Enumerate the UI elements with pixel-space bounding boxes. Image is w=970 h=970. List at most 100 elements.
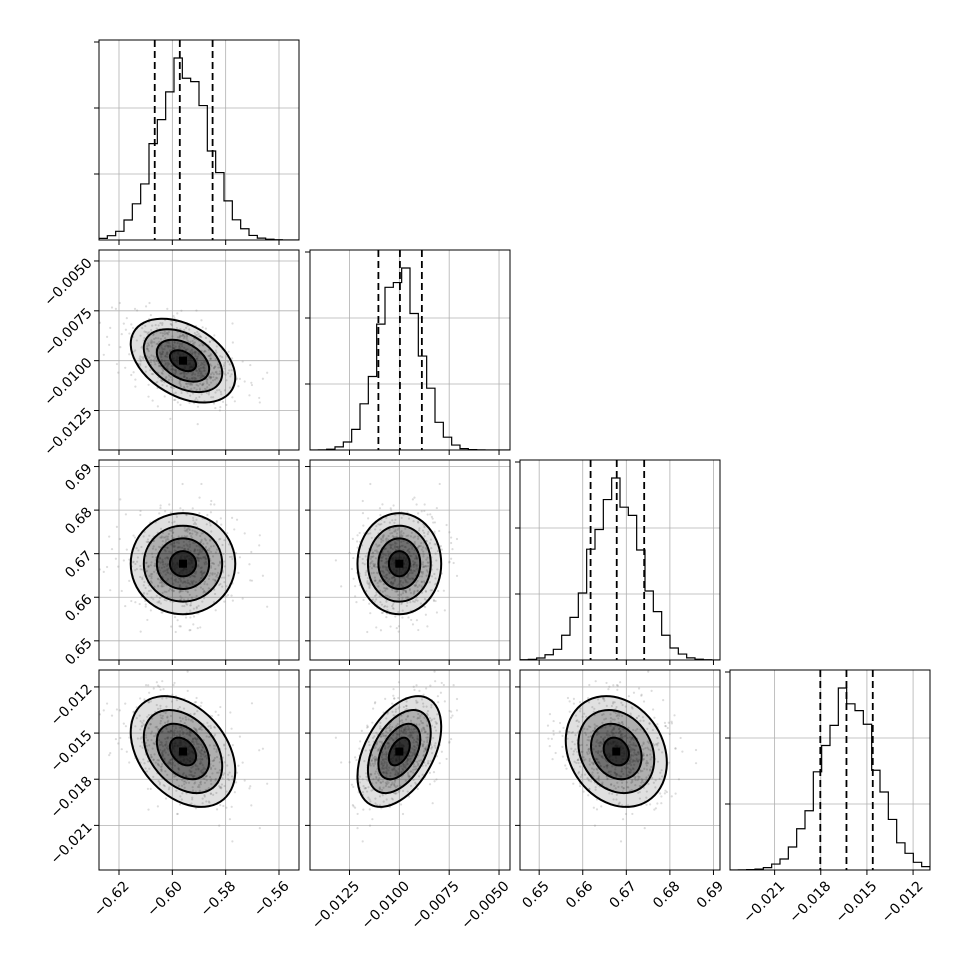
sample-point <box>231 557 234 561</box>
sample-point <box>203 795 206 798</box>
sample-point <box>185 337 188 340</box>
sample-point <box>191 352 194 356</box>
sample-point <box>570 731 573 734</box>
sample-point <box>148 331 151 334</box>
sample-point <box>609 713 612 716</box>
sample-point <box>183 346 186 349</box>
sample-point <box>180 546 184 549</box>
sample-point <box>170 757 174 761</box>
sample-point <box>202 768 205 771</box>
sample-point <box>198 545 201 548</box>
sample-point <box>161 754 165 757</box>
sample-point <box>199 550 202 553</box>
sample-point <box>162 783 165 787</box>
sample-point <box>261 747 265 750</box>
sample-point <box>139 334 142 337</box>
sample-point <box>219 562 222 565</box>
sample-point <box>185 372 188 375</box>
sample-point <box>160 716 163 719</box>
sample-point <box>158 781 162 784</box>
sample-point <box>193 549 196 553</box>
sample-point <box>421 561 425 564</box>
contour-level-3 <box>356 695 443 808</box>
sample-point <box>381 611 384 614</box>
sample-point <box>200 393 203 396</box>
sample-point <box>199 755 203 758</box>
panel-3-2: 0.65 0.66 0.67 0.68 0.69 <box>515 669 727 912</box>
sample-point <box>209 511 213 514</box>
sample-point <box>417 546 420 549</box>
sample-point <box>150 345 154 348</box>
sample-point <box>389 544 392 547</box>
sample-point <box>141 552 144 555</box>
sample-point <box>169 731 172 734</box>
sample-point <box>157 560 160 563</box>
panel-content <box>334 482 459 634</box>
sample-point <box>406 759 409 762</box>
sample-point <box>650 689 653 692</box>
sample-point <box>405 604 408 607</box>
sample-point <box>152 758 155 761</box>
sample-point <box>193 351 196 354</box>
sample-point <box>201 758 204 761</box>
sample-point <box>178 585 181 588</box>
sample-point <box>212 562 216 565</box>
sample-point <box>384 697 387 701</box>
sample-point <box>180 372 183 375</box>
sample-point <box>184 326 188 329</box>
sample-point <box>419 544 422 548</box>
sample-point <box>179 403 182 406</box>
sample-point <box>391 588 394 591</box>
sample-point <box>393 697 396 700</box>
sample-point <box>355 601 358 604</box>
sample-point <box>423 754 426 757</box>
sample-point <box>174 575 177 578</box>
sample-point <box>201 326 204 329</box>
sample-point <box>164 711 167 715</box>
sample-point <box>402 765 406 769</box>
sample-point <box>185 514 188 517</box>
panel-content <box>99 670 269 843</box>
sample-point <box>425 565 428 568</box>
sample-point <box>361 562 364 565</box>
sample-point <box>429 759 432 763</box>
sample-point <box>195 383 198 386</box>
sample-point <box>186 590 189 593</box>
sample-point <box>384 575 387 578</box>
sample-point <box>215 575 218 578</box>
sample-point <box>158 556 162 559</box>
sample-point <box>368 602 371 605</box>
sample-point <box>130 323 133 326</box>
sample-point <box>148 574 151 577</box>
sample-point <box>374 746 377 749</box>
sample-point <box>398 789 401 792</box>
sample-point <box>413 561 416 564</box>
sample-point <box>382 535 385 538</box>
sample-point <box>646 761 649 764</box>
sample-point <box>409 784 413 787</box>
sample-point <box>159 379 162 382</box>
sample-point <box>218 824 221 827</box>
sample-point <box>394 514 397 517</box>
sample-point <box>119 498 122 501</box>
sample-point <box>205 378 208 381</box>
sample-point <box>388 738 391 741</box>
sample-point <box>200 577 203 580</box>
sample-point <box>198 344 201 347</box>
sample-point <box>163 598 166 602</box>
sample-point <box>412 748 415 751</box>
sample-point <box>223 600 226 603</box>
sample-point <box>186 579 189 582</box>
sample-point <box>408 757 411 761</box>
sample-point <box>179 372 183 375</box>
sample-point <box>395 724 398 728</box>
sample-point <box>374 579 377 583</box>
sample-point <box>191 739 194 742</box>
sample-point <box>164 797 168 800</box>
sample-point <box>189 604 192 607</box>
sample-point <box>397 630 400 633</box>
sample-point <box>145 744 148 748</box>
sample-point <box>154 363 157 366</box>
sample-point <box>202 571 205 574</box>
sample-point <box>213 747 216 750</box>
